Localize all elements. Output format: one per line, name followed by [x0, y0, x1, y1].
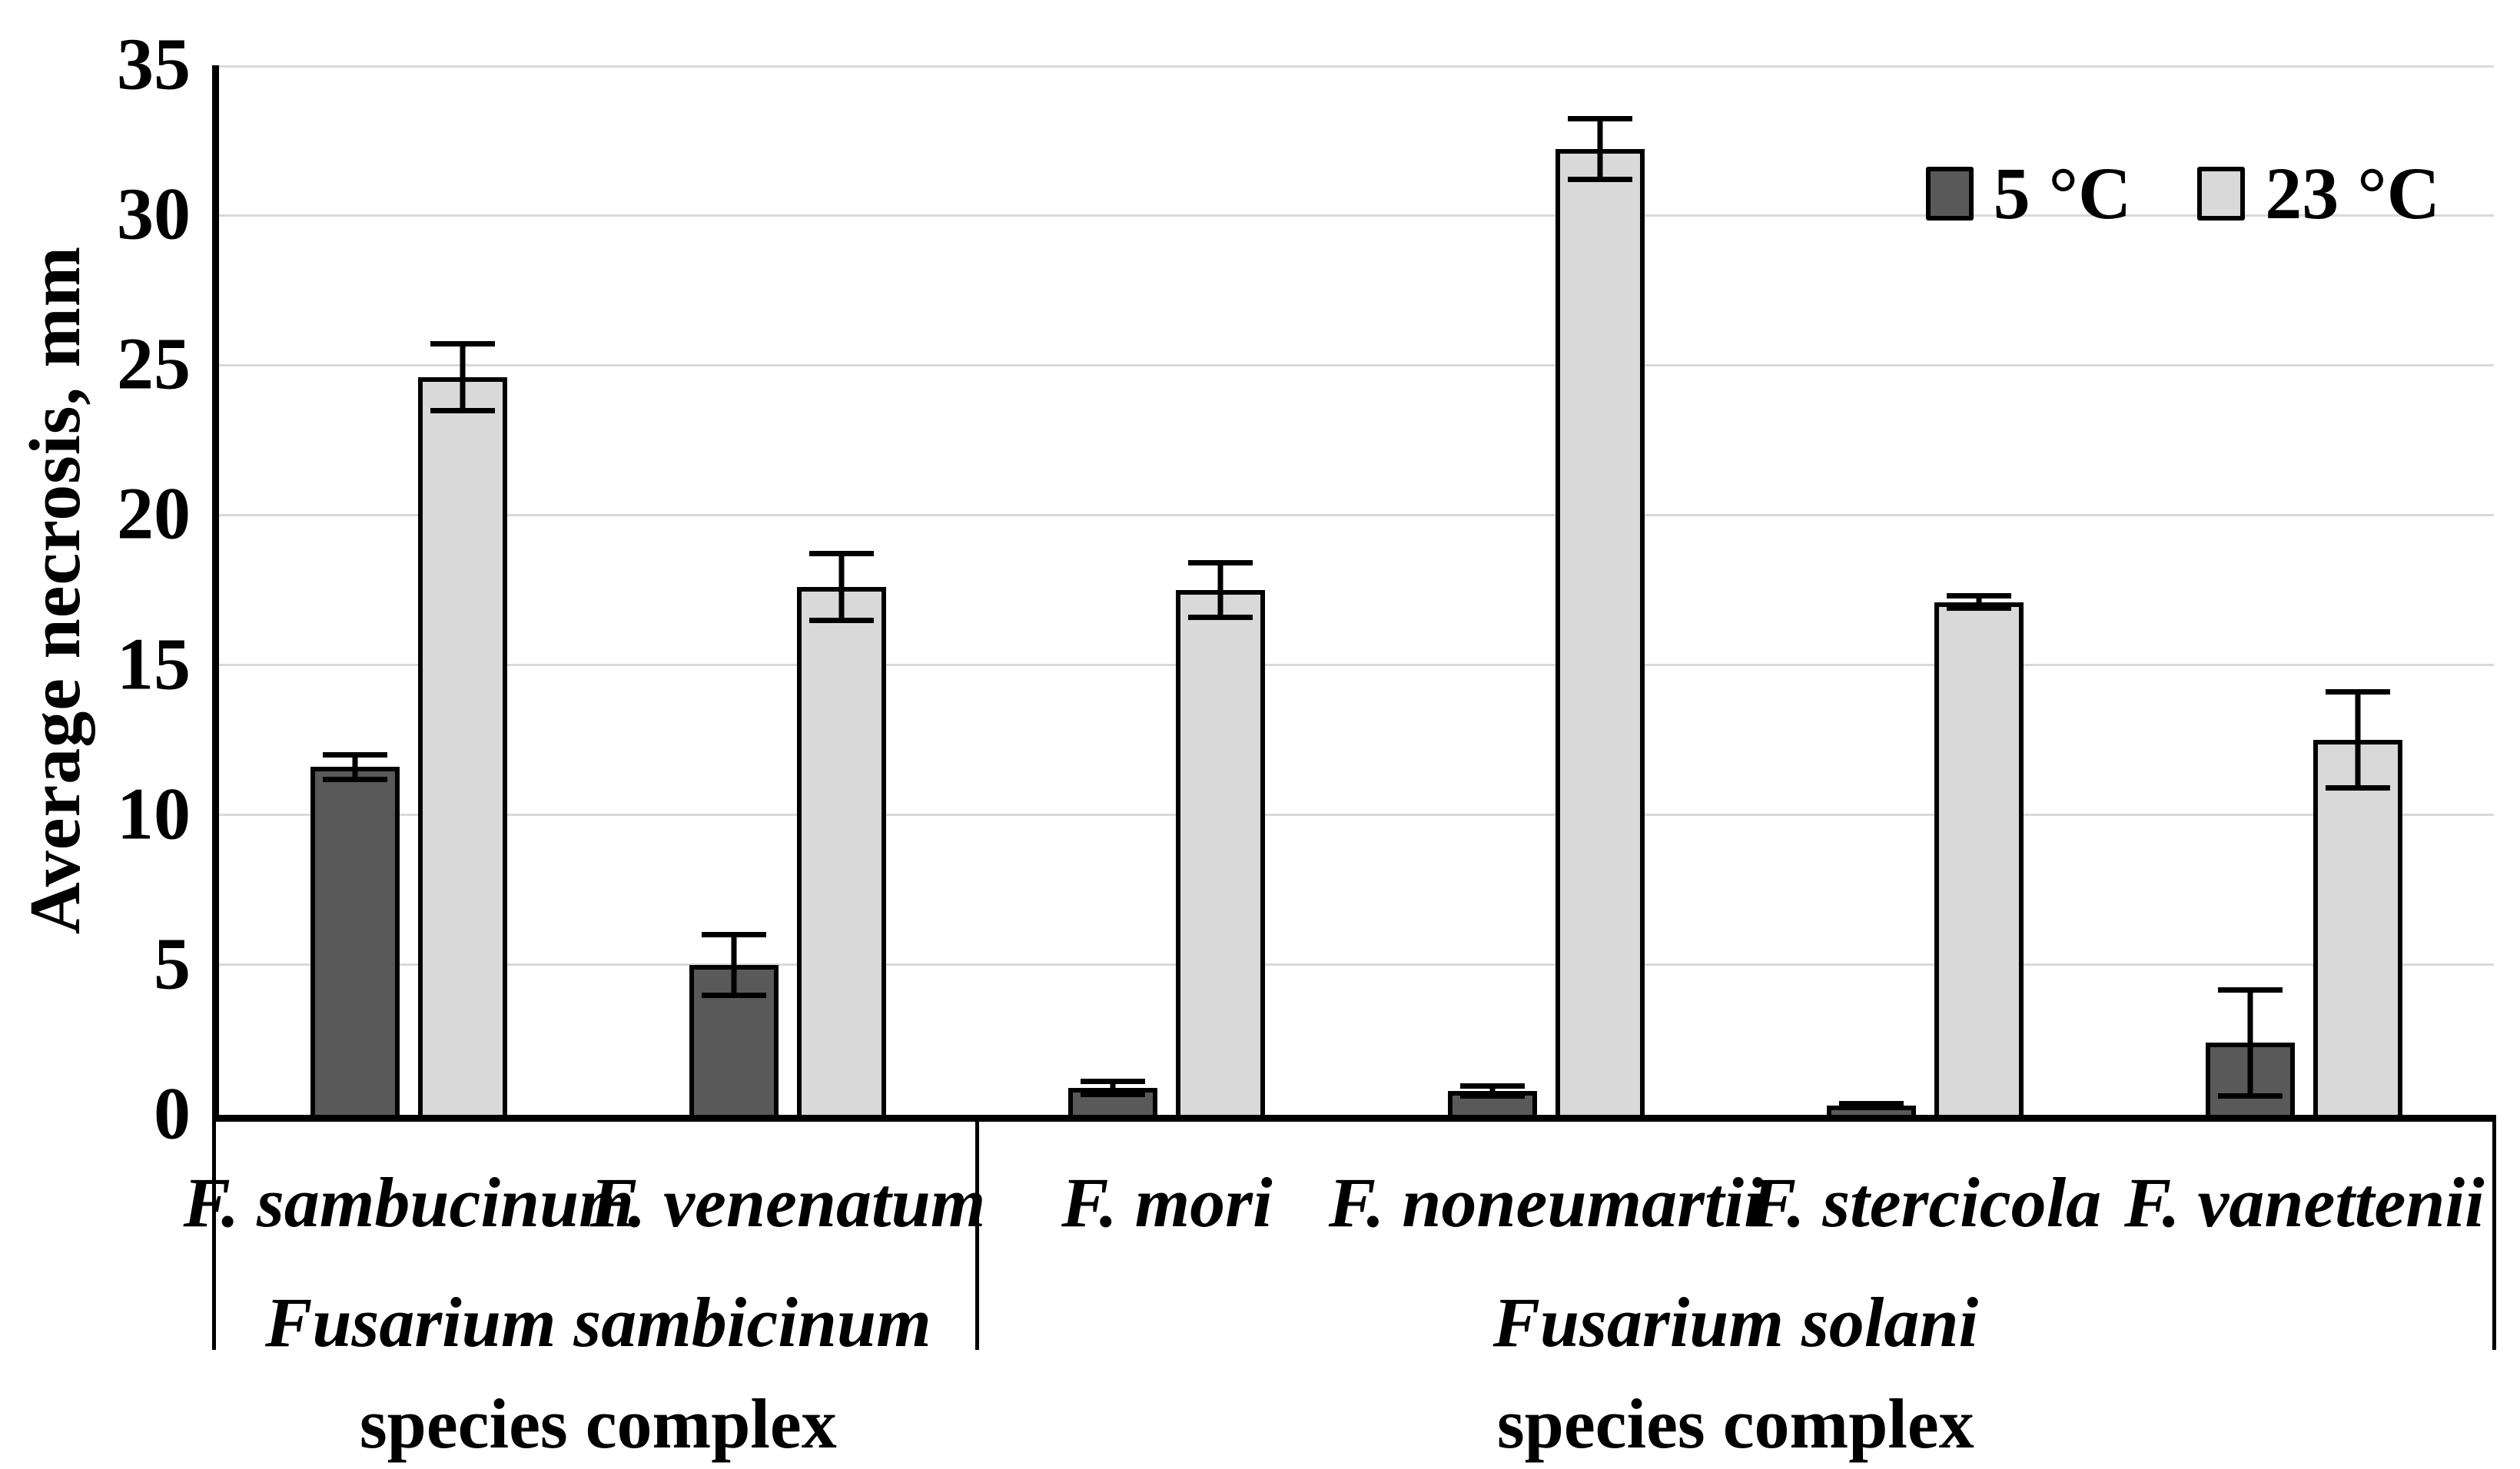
category-label-f-venenatum: F. venenatum: [589, 1163, 986, 1242]
error-bar-23-c-f-stercicola: [1947, 592, 2011, 612]
error-bar-cap-top: [1947, 592, 2011, 599]
error-bar-stem: [2355, 688, 2361, 791]
error-bar-23-c-f-vanettenii: [2326, 688, 2391, 791]
plot-area: [212, 65, 2494, 1122]
y-tick-label-10: 10: [117, 771, 191, 854]
y-tick-label-5: 5: [154, 922, 191, 1005]
error-bar-23-c-f-sambucinum: [430, 341, 495, 413]
bar-23-c-f-mori: [1176, 590, 1266, 1115]
gridline-35: [219, 65, 2494, 68]
error-bar-cap-top: [702, 931, 766, 937]
axis-group-separator-1: [975, 1115, 980, 1350]
error-bar-cap-top: [1459, 1083, 1525, 1089]
gridline-10: [219, 814, 2494, 817]
error-bar-23-c-f-noneumartii: [1567, 116, 1632, 183]
bar-5-c-f-venenatum: [689, 964, 779, 1115]
y-tick-label-20: 20: [117, 472, 191, 555]
legend: 5 °C 23 °C: [1925, 151, 2440, 236]
legend-item-23c: 23 °C: [2197, 151, 2440, 236]
legend-swatch-23c: [2197, 166, 2246, 221]
y-tick-label-25: 25: [117, 322, 191, 405]
group-label-fusarium-sambicinum: Fusarium sambicinum species complex: [265, 1277, 931, 1469]
error-bar-cap-top: [2326, 688, 2391, 695]
group-label-sub: species complex: [1496, 1384, 1974, 1463]
category-label-f-mori: F. mori: [1061, 1163, 1273, 1242]
error-bar-stem: [838, 551, 845, 623]
gridline-15: [219, 664, 2494, 667]
error-bar-23-c-f-mori: [1188, 559, 1253, 621]
y-tick-label-15: 15: [117, 622, 191, 705]
group-label-name: Fusarium sambicinum: [265, 1283, 931, 1361]
error-bar-stem: [1976, 592, 1982, 612]
error-bar-5-c-f-noneumartii: [1459, 1083, 1525, 1099]
y-tick-label-0: 0: [154, 1072, 191, 1155]
group-label-fusarium-solani: Fusarium solani species complex: [1493, 1277, 1979, 1469]
error-bar-cap-top: [809, 551, 874, 557]
bar-5-c-f-sambucinum: [310, 767, 400, 1115]
bar-23-c-f-noneumartii: [1555, 149, 1645, 1115]
bar-23-c-f-venenatum: [797, 587, 886, 1115]
gridline-30: [219, 214, 2494, 217]
error-bar-cap-top: [322, 751, 387, 758]
category-label-f-sambucinum: F. sambucinum: [183, 1163, 634, 1242]
y-tick-label-30: 30: [117, 172, 191, 255]
error-bar-stem: [1217, 559, 1223, 621]
error-bar-cap-bottom: [1947, 605, 2011, 612]
error-bar-cap-bottom: [1081, 1091, 1146, 1097]
error-bar-5-c-f-venenatum: [702, 931, 766, 998]
bar-23-c-f-sambucinum: [417, 376, 507, 1115]
error-bar-cap-bottom: [322, 776, 387, 782]
axis-group-separator-2: [2492, 1115, 2496, 1350]
gridline-20: [219, 513, 2494, 516]
error-bar-stem: [352, 751, 358, 782]
category-label-f-stercicola: F. stercicola: [1748, 1163, 2102, 1242]
gridline-25: [219, 363, 2494, 366]
error-bar-5-c-f-vanettenii: [2218, 987, 2283, 1099]
error-bar-5-c-f-stercicola: [1839, 1101, 1904, 1111]
error-bar-cap-bottom: [2218, 1093, 2283, 1099]
bar-23-c-f-stercicola: [1934, 602, 2024, 1115]
error-bar-stem: [460, 341, 466, 413]
error-bar-stem: [1489, 1083, 1496, 1099]
gridline-5: [219, 963, 2494, 967]
error-bar-cap-top: [2218, 987, 2283, 993]
category-label-f-noneumartii: F. noneumartii: [1328, 1163, 1764, 1242]
legend-swatch-5c: [1925, 166, 1974, 221]
error-bar-cap-bottom: [2326, 785, 2391, 791]
error-bar-cap-bottom: [430, 407, 495, 413]
error-bar-cap-bottom: [1839, 1105, 1904, 1111]
axis-group-separator-0: [212, 1115, 216, 1350]
bar-23-c-f-vanettenii: [2313, 740, 2403, 1115]
error-bar-cap-top: [430, 341, 495, 347]
error-bar-5-c-f-mori: [1081, 1079, 1146, 1097]
error-bar-cap-bottom: [702, 992, 766, 998]
error-bar-cap-top: [1567, 116, 1632, 122]
legend-label-23c: 23 °C: [2265, 152, 2440, 234]
group-label-sub: species complex: [359, 1384, 837, 1463]
error-bar-cap-bottom: [1188, 615, 1253, 621]
error-bar-23-c-f-venenatum: [809, 551, 874, 623]
error-bar-5-c-f-sambucinum: [322, 751, 387, 782]
error-bar-cap-top: [1081, 1079, 1146, 1085]
legend-item-5c: 5 °C: [1925, 151, 2132, 236]
error-bar-cap-bottom: [1567, 177, 1632, 183]
error-bar-stem: [2247, 987, 2253, 1099]
error-bar-cap-bottom: [809, 617, 874, 623]
error-bar-stem: [1597, 116, 1603, 183]
error-bar-stem: [731, 931, 737, 998]
y-tick-label-35: 35: [117, 22, 191, 105]
category-label-f-vanettenii: F. vanettenii: [2124, 1163, 2485, 1242]
error-bar-cap-top: [1839, 1101, 1904, 1107]
error-bar-cap-bottom: [1459, 1093, 1525, 1099]
error-bar-stem: [1110, 1079, 1116, 1097]
error-bar-cap-top: [1188, 559, 1253, 565]
legend-label-5c: 5 °C: [1993, 152, 2132, 234]
group-label-name: Fusarium solani: [1492, 1283, 1979, 1361]
